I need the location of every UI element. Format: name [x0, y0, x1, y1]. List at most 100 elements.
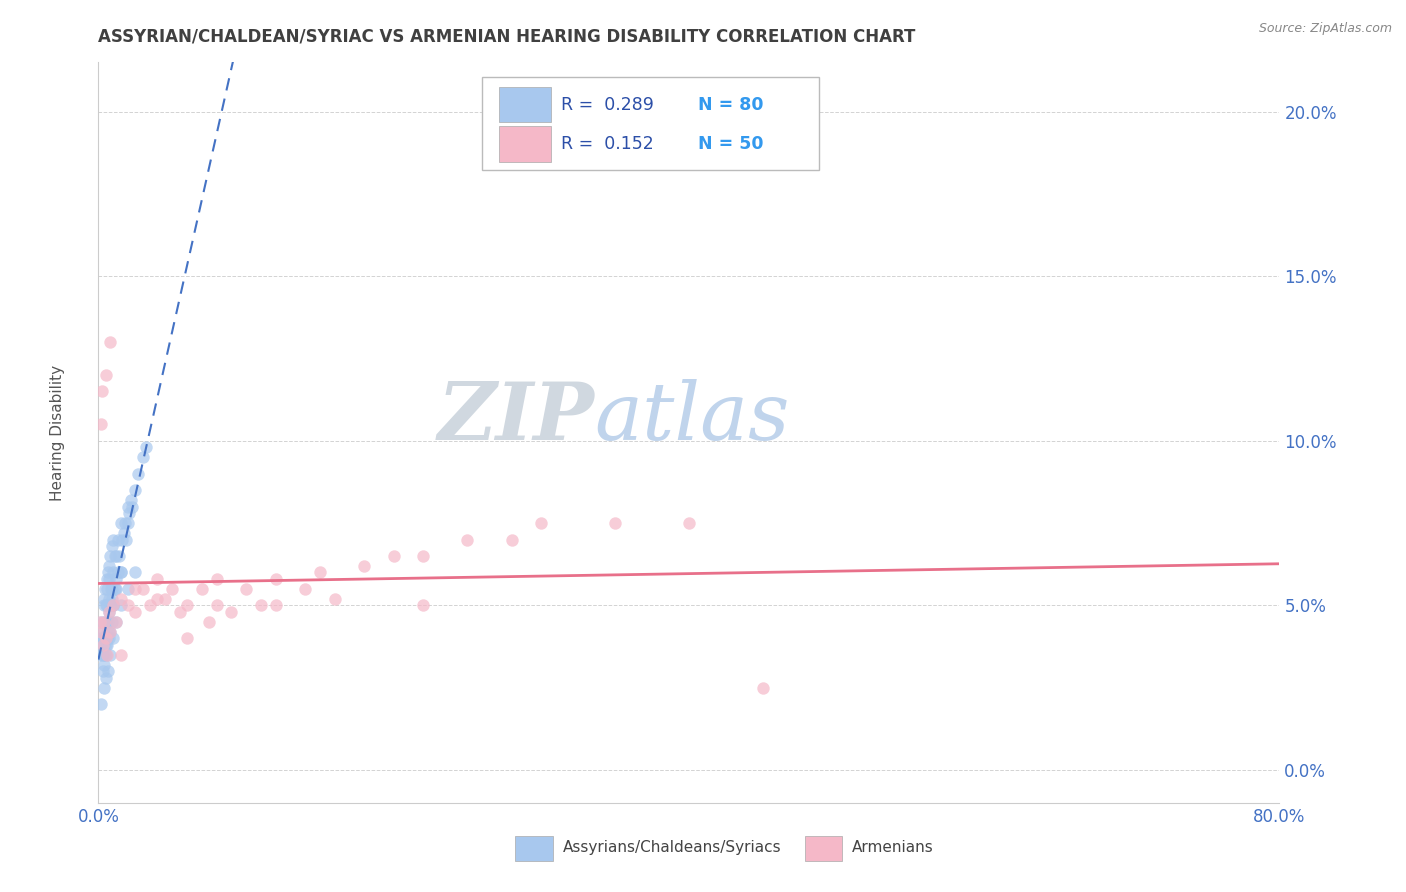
Text: Source: ZipAtlas.com: Source: ZipAtlas.com — [1258, 22, 1392, 36]
Point — [146, 572, 169, 586]
Point — [530, 516, 553, 530]
Point — [103, 599, 125, 613]
Point — [124, 483, 146, 498]
Point — [103, 533, 125, 547]
Point — [105, 549, 128, 563]
Point — [112, 526, 135, 541]
Point — [139, 599, 162, 613]
Point — [323, 591, 346, 606]
Point — [264, 572, 287, 586]
Point — [91, 664, 114, 678]
Point — [98, 624, 121, 639]
Point — [250, 599, 273, 613]
Point — [97, 572, 120, 586]
Point — [118, 506, 141, 520]
Point — [107, 533, 129, 547]
Text: Hearing Disability: Hearing Disability — [49, 365, 65, 500]
Point — [94, 648, 117, 662]
Point — [162, 582, 183, 596]
Point — [146, 591, 169, 606]
Point — [93, 615, 115, 629]
Point — [124, 605, 146, 619]
Point — [117, 516, 139, 530]
Point — [110, 648, 132, 662]
Point — [98, 605, 121, 619]
Point — [90, 632, 112, 646]
Point — [132, 450, 155, 465]
Point — [96, 648, 118, 662]
Point — [752, 681, 775, 695]
Point — [96, 624, 118, 639]
Point — [93, 638, 115, 652]
Point — [90, 638, 112, 652]
Point — [103, 599, 125, 613]
Point — [98, 335, 121, 350]
Point — [91, 624, 114, 639]
Point — [110, 591, 132, 606]
Point — [94, 632, 117, 646]
Point — [94, 368, 117, 382]
Point — [94, 615, 117, 629]
Point — [97, 591, 120, 606]
Point — [96, 638, 118, 652]
Point — [107, 566, 129, 580]
Point — [89, 648, 111, 662]
Point — [93, 648, 115, 662]
Point — [103, 599, 125, 613]
Text: Armenians: Armenians — [852, 840, 934, 855]
Point — [205, 572, 228, 586]
Point — [103, 632, 125, 646]
Point — [127, 467, 149, 481]
Point — [97, 615, 120, 629]
Point — [97, 624, 120, 639]
FancyBboxPatch shape — [482, 78, 818, 169]
Text: R =  0.152: R = 0.152 — [561, 135, 654, 153]
Point — [93, 657, 115, 672]
Point — [412, 599, 434, 613]
Point — [93, 591, 115, 606]
Text: N = 80: N = 80 — [699, 95, 763, 113]
Point — [90, 624, 112, 639]
Point — [353, 558, 375, 573]
Point — [412, 549, 434, 563]
Point — [153, 591, 176, 606]
Point — [97, 632, 120, 646]
Point — [121, 500, 143, 514]
Text: atlas: atlas — [595, 379, 790, 457]
Point — [91, 632, 114, 646]
Text: N = 50: N = 50 — [699, 135, 763, 153]
Point — [94, 582, 117, 596]
Point — [91, 638, 114, 652]
Point — [94, 632, 117, 646]
Point — [110, 516, 132, 530]
Point — [169, 605, 191, 619]
Point — [98, 648, 121, 662]
Point — [110, 566, 132, 580]
FancyBboxPatch shape — [804, 836, 842, 862]
Point — [90, 417, 112, 432]
Point — [235, 582, 257, 596]
Point — [108, 549, 131, 563]
Point — [100, 582, 122, 596]
Text: R =  0.289: R = 0.289 — [561, 95, 654, 113]
Point — [98, 599, 121, 613]
Point — [94, 599, 117, 613]
Point — [501, 533, 523, 547]
Point — [98, 624, 121, 639]
Point — [90, 615, 112, 629]
Point — [198, 615, 221, 629]
Point — [105, 572, 128, 586]
Point — [294, 582, 316, 596]
Point — [96, 632, 118, 646]
Point — [93, 615, 115, 629]
Point — [103, 566, 125, 580]
Point — [205, 599, 228, 613]
Point — [117, 500, 139, 514]
Point — [101, 582, 124, 596]
Point — [97, 605, 120, 619]
Point — [117, 599, 139, 613]
Point — [120, 493, 142, 508]
Point — [97, 566, 120, 580]
Point — [98, 558, 121, 573]
Point — [105, 582, 128, 596]
